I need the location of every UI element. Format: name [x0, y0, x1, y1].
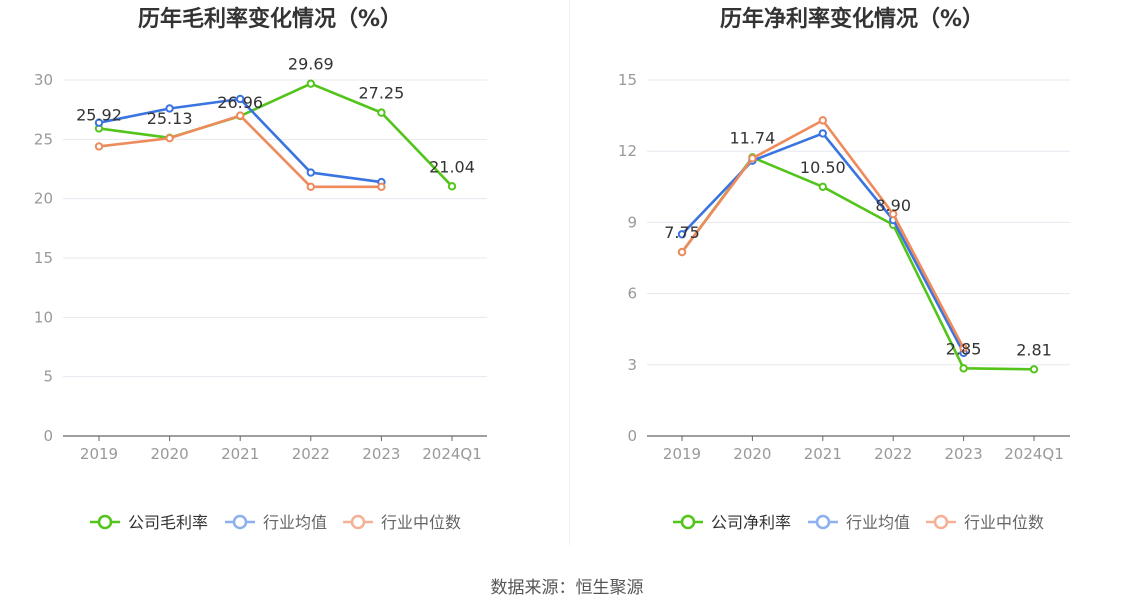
x-tick-label: 2023	[362, 445, 400, 463]
data-point-company	[959, 364, 968, 373]
data-point-industry_median	[236, 111, 245, 120]
x-tick-label: 2023	[945, 445, 983, 463]
data-point-company	[1029, 365, 1039, 374]
data-label: 10.50	[800, 158, 846, 177]
legend-item-company: 公司净利率	[673, 513, 791, 532]
legend-swatch-marker	[815, 514, 831, 530]
y-tick-label: 15	[618, 71, 637, 89]
data-point-industry_avg	[165, 104, 174, 113]
legend-label: 公司净利率	[711, 513, 791, 532]
data-label: 21.04	[429, 157, 475, 176]
series-line-industry_median	[680, 119, 965, 349]
y-tick-label: 5	[43, 368, 53, 386]
legend-label: 行业均值	[846, 513, 910, 532]
legend-item-industry_avg: 行业均值	[808, 513, 910, 532]
y-tick-label: 20	[34, 190, 53, 208]
y-tick-label: 9	[627, 213, 637, 231]
data-point-industry_avg	[236, 94, 245, 104]
data-point-industry_avg	[677, 230, 687, 239]
source-note: 数据来源：恒生聚源	[490, 578, 644, 598]
legend-swatch-marker	[350, 514, 366, 530]
legend-label: 行业中位数	[381, 513, 461, 532]
data-label: 29.69	[288, 55, 334, 74]
y-tick-label: 30	[34, 71, 53, 89]
x-tick-label: 2021	[804, 445, 842, 463]
legend-item-industry_avg: 行业均值	[225, 513, 327, 532]
data-point-industry_median	[377, 182, 386, 192]
x-tick-label: 2020	[733, 445, 771, 463]
data-label: 2.81	[1016, 340, 1052, 359]
data-label: 7.75	[664, 223, 700, 242]
x-tick-label: 2022	[292, 445, 330, 463]
legend-item-industry_median: 行业中位数	[343, 513, 461, 532]
data-label: 8.90	[875, 196, 911, 215]
data-point-industry_median	[677, 247, 687, 257]
x-tick-label: 2024Q1	[422, 445, 482, 463]
data-label: 2.85	[946, 339, 982, 358]
y-tick-label: 12	[618, 142, 637, 160]
data-point-industry_median	[306, 182, 315, 192]
legend-swatch-marker	[232, 514, 248, 530]
data-point-industry_median	[818, 116, 827, 125]
data-point-industry_avg	[306, 168, 315, 177]
data-point-industry_median	[959, 343, 968, 353]
chart-2: 历年净利率变化情况（%） 0 3 6 9 12 15 2019 2020 2021 2022 2023…	[618, 6, 1070, 532]
data-point-industry_avg	[94, 118, 104, 127]
legend-label: 公司毛利率	[128, 513, 208, 532]
chart-title: 历年净利率变化情况（%）	[720, 6, 984, 32]
x-tick-label: 2020	[151, 445, 189, 463]
x-tick-label: 2019	[663, 445, 701, 463]
data-point-industry_median	[94, 142, 104, 151]
y-tick-label: 0	[627, 427, 637, 445]
series-line-company	[98, 82, 453, 188]
y-tick-label: 3	[627, 356, 637, 374]
data-point-company	[447, 182, 457, 191]
data-point-industry_median	[748, 154, 757, 163]
x-tick-label: 2024Q1	[1004, 445, 1064, 463]
legend-swatch-marker	[97, 514, 113, 530]
data-label: 26.96	[217, 93, 263, 112]
y-tick-label: 15	[34, 249, 53, 267]
y-tick-label: 25	[34, 130, 53, 148]
series-line-company	[680, 156, 1035, 371]
y-tick-label: 10	[34, 308, 53, 326]
x-tick-label: 2019	[80, 445, 118, 463]
legend-label: 行业中位数	[964, 513, 1044, 532]
data-point-company	[306, 79, 315, 88]
data-point-company	[818, 182, 827, 192]
data-point-industry_median	[889, 209, 898, 219]
chart-divider	[569, 0, 570, 545]
legend-swatch-marker	[933, 514, 949, 530]
data-label: 27.25	[358, 84, 404, 103]
legend-item-company: 公司毛利率	[90, 513, 208, 532]
chart-title: 历年毛利率变化情况（%）	[138, 6, 402, 32]
data-label: 25.13	[147, 109, 193, 128]
data-point-industry_median	[165, 133, 174, 143]
legend-item-industry_median: 行业中位数	[926, 513, 1044, 532]
legend-swatch-marker	[680, 514, 696, 530]
x-tick-label: 2022	[874, 445, 912, 463]
data-point-industry_avg	[818, 129, 827, 138]
data-point-company	[377, 108, 386, 117]
data-label: 11.74	[729, 128, 775, 147]
y-tick-label: 0	[43, 427, 53, 445]
chart-1: 历年毛利率变化情况（%） 0 5 10 15 20 25 30 2019 2020 2021 2022…	[34, 6, 487, 532]
data-label: 25.92	[76, 105, 122, 124]
y-tick-label: 6	[627, 285, 637, 303]
x-tick-label: 2021	[221, 445, 259, 463]
legend-label: 行业均值	[263, 513, 327, 532]
